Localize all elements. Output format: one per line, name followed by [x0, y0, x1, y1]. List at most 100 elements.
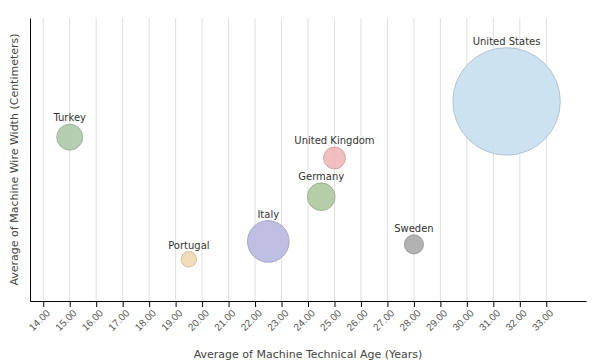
- x-tick: 22.00: [239, 301, 265, 333]
- grid: [43, 18, 546, 301]
- x-tick-label: 14.00: [27, 307, 53, 333]
- x-tick-label: 29.00: [424, 307, 450, 333]
- y-axis-title: Average of Machine Wire Width (Centimete…: [8, 33, 21, 285]
- point-label: Portugal: [168, 240, 209, 251]
- x-tick-label: 20.00: [186, 307, 212, 333]
- x-tick-label: 30.00: [450, 307, 476, 333]
- grid-line: [308, 18, 309, 301]
- x-tick-mark: [546, 301, 547, 307]
- bubble: [247, 221, 289, 263]
- x-tick-mark: [282, 301, 283, 307]
- grid-line: [255, 18, 256, 301]
- bubble: [181, 252, 197, 268]
- x-axis: 14.0015.0016.0017.0018.0019.0020.0021.00…: [27, 301, 587, 333]
- x-tick-mark: [334, 301, 335, 307]
- grid-line: [387, 18, 388, 301]
- x-tick-label: 15.00: [53, 307, 79, 333]
- x-tick-mark: [308, 301, 309, 307]
- x-tick: 27.00: [371, 301, 397, 333]
- x-tick-label: 28.00: [397, 307, 423, 333]
- x-tick-label: 25.00: [318, 307, 344, 333]
- x-tick-mark: [149, 301, 150, 307]
- x-tick-label: 27.00: [371, 307, 397, 333]
- point-label: Turkey: [52, 112, 86, 123]
- x-tick-mark: [123, 301, 124, 307]
- x-tick: 16.00: [80, 301, 106, 333]
- x-tick: 25.00: [318, 301, 344, 333]
- chart: 14.0015.0016.0017.0018.0019.0020.0021.00…: [0, 0, 600, 363]
- x-axis-title: Average of Machine Technical Age (Years): [194, 348, 423, 361]
- x-tick: 30.00: [450, 301, 476, 333]
- x-tick: 18.00: [133, 301, 159, 333]
- point-label: United States: [473, 36, 541, 47]
- x-tick: 21.00: [212, 301, 238, 333]
- x-tick-mark: [43, 301, 44, 307]
- x-tick-mark: [493, 301, 494, 307]
- x-tick-mark: [96, 301, 97, 307]
- point-label: Italy: [257, 209, 279, 220]
- x-tick-label: 32.00: [503, 307, 529, 333]
- point-label: Sweden: [394, 223, 434, 234]
- x-tick-mark: [467, 301, 468, 307]
- x-tick: 19.00: [159, 301, 185, 333]
- x-tick: 31.00: [477, 301, 503, 333]
- grid-line: [175, 18, 176, 301]
- x-tick-label: 18.00: [133, 307, 159, 333]
- x-tick-label: 22.00: [239, 307, 265, 333]
- grid-line: [413, 18, 414, 301]
- x-tick: 24.00: [292, 301, 318, 333]
- bubble: [453, 48, 561, 156]
- x-tick: 17.00: [106, 301, 132, 333]
- x-tick: 33.00: [530, 301, 556, 333]
- x-tick: 23.00: [265, 301, 291, 333]
- x-tick-mark: [520, 301, 521, 307]
- x-tick: 29.00: [424, 301, 450, 333]
- x-tick-mark: [70, 301, 71, 307]
- bubble: [307, 183, 335, 211]
- x-tick-label: 21.00: [212, 307, 238, 333]
- x-tick: 26.00: [344, 301, 370, 333]
- x-tick: 28.00: [397, 301, 423, 333]
- x-tick-label: 17.00: [106, 307, 132, 333]
- grid-line: [122, 18, 123, 301]
- grid-line: [360, 18, 361, 301]
- grid-line: [69, 18, 70, 301]
- x-tick-label: 31.00: [477, 307, 503, 333]
- x-tick-mark: [255, 301, 256, 307]
- x-tick: 20.00: [186, 301, 212, 333]
- grid-line: [466, 18, 467, 301]
- grid-line: [281, 18, 282, 301]
- x-tick-label: 19.00: [159, 307, 185, 333]
- x-tick-mark: [440, 301, 441, 307]
- x-tick-label: 26.00: [344, 307, 370, 333]
- x-tick-mark: [176, 301, 177, 307]
- x-tick: 14.00: [27, 301, 53, 333]
- x-tick-mark: [414, 301, 415, 307]
- grid-line: [202, 18, 203, 301]
- x-tick-label: 33.00: [530, 307, 556, 333]
- point-label: United Kingdom: [294, 135, 374, 146]
- grid-line: [546, 18, 547, 301]
- grid-line: [228, 18, 229, 301]
- marks: [57, 48, 561, 267]
- x-tick-mark: [229, 301, 230, 307]
- grid-line: [440, 18, 441, 301]
- grid-line: [43, 18, 44, 301]
- grid-line: [96, 18, 97, 301]
- x-tick-mark: [361, 301, 362, 307]
- y-axis: [30, 19, 31, 302]
- bubble: [57, 124, 83, 150]
- bubble: [404, 235, 423, 254]
- point-label: Germany: [298, 171, 344, 182]
- y-axis-line: [30, 19, 31, 302]
- x-tick-mark: [387, 301, 388, 307]
- bubble: [324, 147, 346, 169]
- grid-line: [149, 18, 150, 301]
- point-labels: United States Turkey United Kingdom Germany…: [52, 36, 540, 251]
- x-tick: 32.00: [503, 301, 529, 333]
- x-tick-label: 16.00: [80, 307, 106, 333]
- x-tick-label: 23.00: [265, 307, 291, 333]
- x-tick-label: 24.00: [292, 307, 318, 333]
- x-tick-mark: [202, 301, 203, 307]
- x-tick: 15.00: [53, 301, 79, 333]
